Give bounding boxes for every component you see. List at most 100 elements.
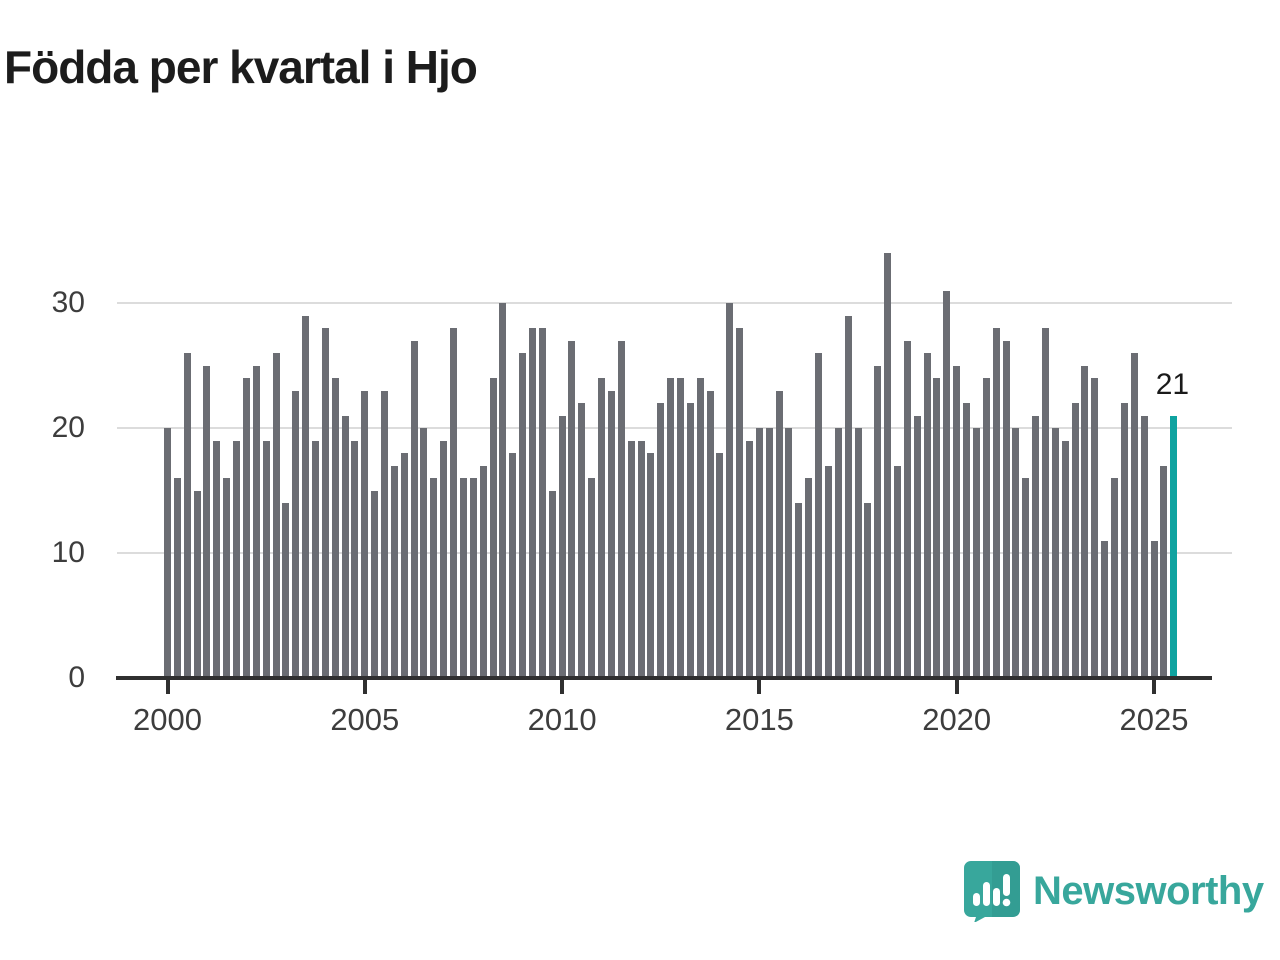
x-axis-tick-2015: [757, 680, 762, 694]
bar: [361, 390, 369, 678]
bar: [1140, 415, 1148, 678]
bar: [1061, 440, 1069, 678]
bar: [844, 315, 852, 678]
bar: [381, 390, 389, 678]
x-axis-label-2020: 2020: [922, 702, 992, 737]
bar: [1012, 428, 1020, 678]
bar: [696, 378, 704, 678]
bar: [913, 415, 921, 678]
bar: [943, 290, 951, 678]
gridline-y-10: [117, 552, 1232, 554]
bar: [963, 403, 971, 678]
bar: [1071, 403, 1079, 678]
bar: [1022, 478, 1030, 678]
x-axis-label-2010: 2010: [527, 702, 597, 737]
bar: [450, 328, 458, 678]
bar: [933, 378, 941, 678]
bar: [183, 353, 191, 678]
x-axis-label-2000: 2000: [133, 702, 202, 737]
bar: [203, 365, 211, 678]
bar: [233, 440, 241, 678]
bar: [824, 465, 832, 678]
bar: [588, 478, 596, 678]
bar: [390, 465, 398, 678]
bar: [223, 478, 231, 678]
bar: [341, 415, 349, 678]
x-axis-tick-2005: [362, 680, 367, 694]
bar: [854, 428, 862, 678]
bar: [785, 428, 793, 678]
bar: [627, 440, 635, 678]
bar: [617, 340, 625, 678]
bar: [1130, 353, 1138, 678]
bar: [252, 365, 260, 678]
bar: [716, 453, 724, 678]
x-axis-label-2005: 2005: [330, 702, 400, 737]
bar: [805, 478, 813, 678]
bar: [469, 478, 477, 678]
x-axis-tick-2025: [1152, 680, 1156, 694]
bar: [509, 453, 517, 678]
y-axis-label-30: 30: [51, 286, 85, 319]
x-axis-label-2025: 2025: [1119, 702, 1189, 737]
bar: [1002, 340, 1010, 678]
newsworthy-logo-icon: [964, 861, 1020, 922]
bar: [1041, 328, 1049, 678]
bar: [607, 390, 615, 678]
bar: [598, 378, 606, 678]
bar: [420, 428, 428, 678]
bar: [1091, 378, 1099, 678]
bar: [292, 390, 300, 678]
bar: [538, 328, 546, 678]
bar: [953, 365, 961, 678]
bar: [736, 328, 744, 678]
bar: [371, 490, 379, 678]
newsworthy-logo-text: Newsworthy: [1033, 868, 1264, 913]
bar: [982, 378, 990, 678]
bar: [558, 415, 566, 678]
bar: [884, 253, 892, 678]
bar: [1150, 540, 1158, 678]
bar: [923, 353, 931, 678]
bar: [726, 303, 734, 678]
bar: [706, 390, 714, 678]
x-axis-tick-2020: [954, 680, 959, 694]
chart-title: Födda per kvartal i Hjo: [4, 41, 478, 93]
bar: [1032, 415, 1040, 678]
bar: [765, 428, 773, 678]
bar: [864, 503, 872, 678]
bar: [637, 440, 645, 678]
bar: [992, 328, 1000, 678]
bar: [1111, 478, 1119, 678]
bar: [529, 328, 536, 678]
bar: [795, 503, 803, 678]
bar: [667, 378, 675, 678]
bar: [568, 340, 576, 678]
bar: [400, 453, 408, 678]
bar: [193, 490, 201, 678]
bar: [578, 403, 586, 678]
x-axis-tick-2000: [165, 680, 170, 694]
bar: [282, 503, 290, 678]
bar: [1101, 540, 1109, 678]
y-axis-label-10: 10: [51, 536, 85, 569]
gridline-y-30: [117, 302, 1232, 304]
bar: [311, 440, 319, 678]
bar: [894, 465, 901, 678]
bar: [242, 378, 250, 678]
bar: [815, 353, 823, 678]
bar: [834, 428, 842, 678]
x-axis-line: [116, 676, 1212, 680]
bar: [331, 378, 339, 678]
bar: [755, 428, 763, 678]
bar: [903, 340, 911, 678]
y-axis-label-0: 0: [68, 661, 85, 694]
newsworthy-logo: Newsworthy: [963, 860, 1264, 922]
last-value-annotation: 21: [1155, 367, 1190, 401]
bar: [874, 365, 882, 678]
bar: [440, 440, 448, 678]
bar: [410, 340, 418, 678]
bar: [213, 440, 221, 678]
x-axis-label-2015: 2015: [724, 702, 794, 737]
bar: [1051, 428, 1059, 678]
